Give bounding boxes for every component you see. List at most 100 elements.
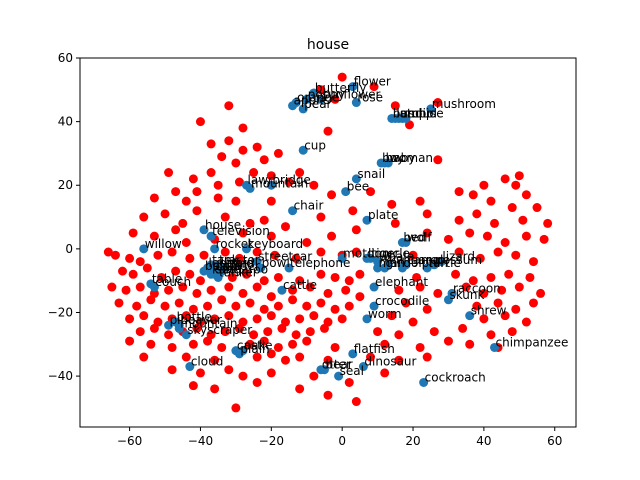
point-label: table [152, 272, 182, 286]
point-label: shrew [471, 304, 507, 318]
background-point [394, 330, 404, 340]
labeled-point [234, 349, 244, 359]
background-point [259, 336, 269, 346]
background-point [121, 285, 131, 295]
y-tick-label: 20 [58, 178, 73, 192]
background-point [433, 288, 443, 298]
point-label: mouse [403, 106, 443, 120]
background-point [270, 250, 280, 260]
labeled-point [362, 215, 372, 225]
background-point [252, 142, 262, 152]
background-point [171, 225, 181, 235]
background-point [178, 218, 188, 228]
x-tick-label: 40 [476, 434, 491, 448]
x-tick-label: 20 [405, 434, 420, 448]
background-point [521, 231, 531, 241]
background-point [521, 190, 531, 200]
labeled-point [298, 145, 308, 155]
background-point [316, 247, 326, 257]
background-point [341, 285, 351, 295]
background-point [181, 352, 191, 362]
background-point [316, 212, 326, 222]
labeled-point [369, 301, 379, 311]
background-point [337, 314, 347, 324]
background-point [493, 247, 503, 257]
background-point [295, 314, 305, 324]
point-label: dolphin [403, 256, 447, 270]
background-point [107, 282, 117, 292]
background-point [330, 304, 340, 314]
background-point [323, 288, 333, 298]
background-point [472, 209, 482, 219]
labeled-point [206, 231, 216, 241]
point-label: girl [386, 256, 405, 270]
labeled-point [298, 104, 308, 114]
point-label: willow [145, 237, 182, 251]
background-point [288, 339, 298, 349]
background-point [415, 196, 425, 206]
point-label: apple [294, 94, 327, 108]
point-label: streetcar [258, 250, 312, 264]
background-point [330, 272, 340, 282]
background-point [514, 282, 524, 292]
background-point [206, 139, 216, 149]
background-point [390, 218, 400, 228]
point-label: mountain [180, 316, 237, 330]
background-point [142, 263, 152, 273]
background-point [291, 253, 301, 263]
background-point [536, 288, 546, 298]
background-point [266, 311, 276, 321]
labeled-point [210, 244, 220, 254]
point-label: lamp [396, 106, 426, 120]
labeled-point [366, 253, 376, 263]
point-label: otter [322, 358, 351, 372]
background-point [273, 148, 283, 158]
background-point [224, 365, 234, 375]
background-point [422, 228, 432, 238]
labeled-point [284, 263, 294, 273]
background-point [174, 298, 184, 308]
background-point [302, 238, 312, 247]
background-point [443, 234, 453, 244]
background-point [178, 282, 188, 292]
background-point [213, 193, 223, 203]
labeled-point [242, 244, 252, 254]
background-point [475, 253, 485, 263]
point-label: kangaroo [389, 253, 445, 267]
background-point [543, 218, 553, 228]
point-label: crocodile [375, 294, 429, 308]
background-point [206, 168, 216, 178]
background-point [199, 250, 209, 260]
point-label: tulip [407, 106, 434, 120]
background-point [153, 250, 163, 260]
background-point [263, 327, 273, 337]
background-point [323, 390, 333, 400]
point-label: pear [304, 97, 331, 111]
point-label: bed [403, 231, 426, 245]
background-point [408, 317, 418, 327]
background-point [316, 298, 326, 308]
background-point [390, 101, 400, 111]
labeled-point [348, 349, 358, 359]
background-point [128, 228, 138, 238]
background-point [305, 282, 315, 292]
background-point [511, 180, 521, 190]
point-label: television [212, 224, 270, 238]
point-label: mushroom [432, 97, 496, 111]
background-point [146, 339, 156, 349]
point-label: bridge [272, 173, 311, 187]
point-label: mountain [251, 176, 308, 190]
background-point [192, 206, 202, 216]
point-label: dinosaur [364, 355, 416, 369]
background-point [433, 155, 443, 165]
background-point [135, 282, 145, 292]
labeled-point [426, 104, 436, 114]
labeled-point [288, 206, 298, 216]
background-point [504, 269, 514, 279]
background-point [259, 155, 269, 165]
labeled-point [358, 362, 368, 372]
background-point [387, 311, 397, 321]
background-point [355, 292, 365, 302]
background-point [528, 298, 538, 308]
background-point [224, 282, 234, 292]
